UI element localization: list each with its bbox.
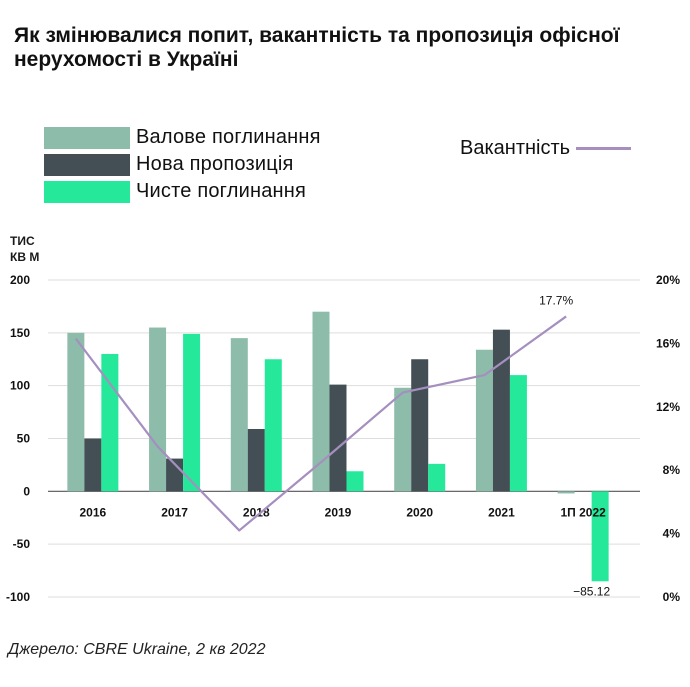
y2-tick-label: 20%	[656, 273, 680, 287]
y-tick-label: 100	[10, 379, 30, 393]
bar	[312, 311, 330, 492]
legend-swatch-new-supply	[44, 153, 130, 176]
legend-item-vacancy: Вакантність	[460, 137, 632, 160]
y-tick-label: 150	[10, 326, 30, 340]
legend-label-new-supply: Нова пропозиція	[136, 153, 294, 175]
bar	[591, 491, 609, 582]
legend-swatch-gross-absorption	[44, 126, 130, 149]
y2-tick-label: 4%	[663, 527, 681, 541]
y-tick-label: -100	[6, 590, 30, 604]
bar	[84, 438, 102, 492]
source-note: Джерело: CBRE Ukraine, 2 кв 2022	[8, 641, 266, 658]
chart-title: Як змінювалися попит, вакантність та про…	[14, 24, 620, 71]
bar	[475, 349, 493, 492]
bar	[411, 359, 429, 492]
y2-tick-label: 0%	[663, 590, 681, 604]
y-tick-label: 0	[23, 484, 30, 498]
x-tick-label: 2019	[325, 505, 352, 519]
bar	[329, 384, 347, 492]
bar	[509, 375, 527, 492]
bar	[247, 428, 265, 492]
bar	[394, 387, 412, 492]
legend-item-net-absorption: Чисте поглинання	[44, 178, 321, 205]
data-label: −85.12	[573, 584, 610, 598]
x-tick-label: 2021	[488, 505, 515, 519]
data-label: 17.7%	[539, 293, 573, 307]
bar	[264, 359, 282, 492]
x-tick-label: 2016	[80, 505, 107, 519]
x-tick-label: 2017	[161, 505, 188, 519]
legend-label-vacancy: Вакантність	[460, 137, 571, 159]
bar	[346, 471, 364, 492]
legend: Валове поглинання Нова пропозиція Чисте …	[44, 124, 321, 205]
legend-swatch-net-absorption	[44, 180, 130, 203]
bar	[230, 338, 248, 492]
legend-label-net-absorption: Чисте поглинання	[136, 180, 307, 202]
y-axis-unit-label: тис кв м	[10, 234, 40, 264]
bar	[67, 332, 85, 492]
x-tick-label: 2018	[243, 505, 270, 519]
y2-tick-label: 8%	[663, 463, 681, 477]
legend-swatch-vacancy	[576, 147, 632, 150]
bar	[557, 491, 575, 494]
legend-item-gross-absorption: Валове поглинання	[44, 124, 321, 151]
y-tick-label: 50	[17, 432, 31, 446]
x-tick-label: 2020	[406, 505, 433, 519]
y2-tick-label: 12%	[656, 400, 680, 414]
x-tick-label: 1П 2022	[560, 505, 606, 519]
y-tick-label: 200	[10, 273, 30, 287]
legend-item-new-supply: Нова пропозиція	[44, 151, 321, 178]
legend-label-gross-absorption: Валове поглинання	[136, 126, 321, 148]
bar	[428, 463, 446, 492]
y2-tick-label: 16%	[656, 336, 680, 350]
bar	[183, 333, 201, 492]
bar	[492, 329, 510, 492]
bar	[149, 327, 167, 492]
y-tick-label: -50	[13, 537, 31, 551]
